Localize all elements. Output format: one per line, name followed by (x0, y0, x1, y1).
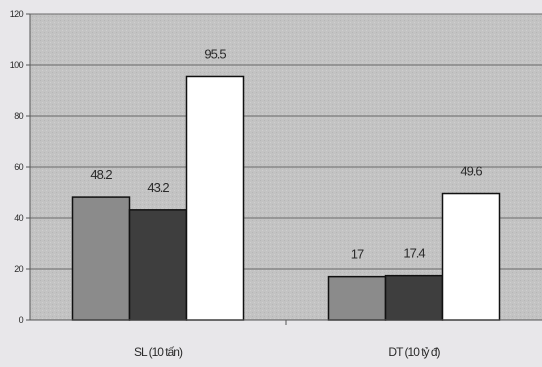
y-tick-label-60: 60 (14, 162, 23, 172)
data-label-0-1: 43.2 (147, 180, 169, 195)
data-label-1-0: 17 (351, 247, 364, 262)
bar-1-0 (327, 275, 387, 321)
bar-0-1 (128, 209, 188, 321)
category-label-1: DT (10 tỷ đ) (388, 345, 440, 359)
y-tick-label-80: 80 (14, 111, 23, 121)
bars (71, 75, 501, 321)
y-tick-label-0: 0 (19, 315, 24, 325)
data-label-1-2: 49.6 (460, 164, 482, 179)
data-label-1-1: 17.4 (403, 246, 425, 261)
y-tick-label-100: 100 (10, 60, 24, 70)
data-labels: 48.2 43.2 95.5 17 17.4 49.6 (90, 46, 483, 262)
y-tick-label-20: 20 (14, 264, 23, 274)
bar-0-0 (71, 196, 131, 321)
axes: 0 20 40 60 80 100 120 SL (10 tấn) DT (10 tỷ đ) (10, 9, 542, 359)
bar-1-1 (384, 274, 444, 321)
data-label-0-0: 48.2 (90, 167, 112, 182)
bar-1-2 (441, 192, 501, 321)
category-label-0: SL (10 tấn) (134, 345, 183, 359)
data-label-0-2: 95.5 (204, 46, 226, 61)
bar-0-2 (185, 75, 245, 321)
y-tick-label-40: 40 (14, 213, 23, 223)
y-tick-label-120: 120 (10, 9, 24, 19)
